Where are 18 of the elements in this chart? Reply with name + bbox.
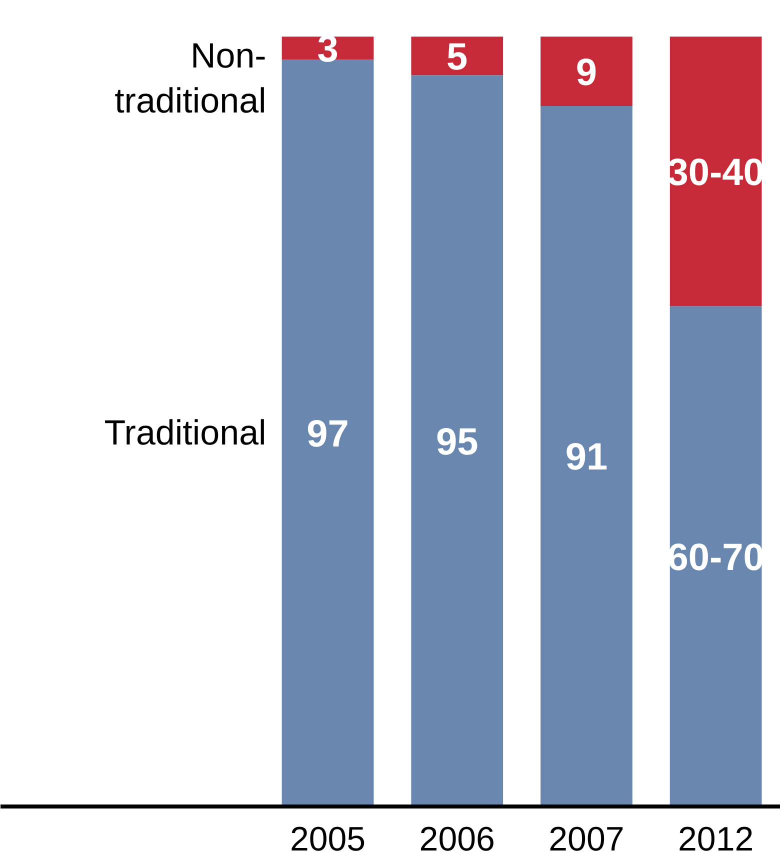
- data-label: 9: [576, 52, 598, 94]
- data-label: 95: [436, 421, 478, 464]
- bar: [411, 36, 504, 76]
- bar: [540, 106, 632, 806]
- data-label: 97: [306, 414, 349, 456]
- series-label: Traditional: [104, 414, 266, 453]
- series-label: Non- traditional: [114, 36, 266, 121]
- bar: [540, 36, 632, 106]
- bar: [411, 75, 504, 806]
- bar: [670, 36, 762, 306]
- x-tick-label: 2006: [419, 820, 495, 853]
- data-label: 5: [446, 36, 468, 78]
- x-tick-label: 2007: [548, 820, 624, 853]
- x-tick-label: 2005: [290, 820, 366, 853]
- x-tick-label: 2012: [678, 820, 754, 853]
- data-label: 3: [317, 28, 338, 71]
- bar: [670, 306, 762, 806]
- data-label: 91: [565, 436, 608, 479]
